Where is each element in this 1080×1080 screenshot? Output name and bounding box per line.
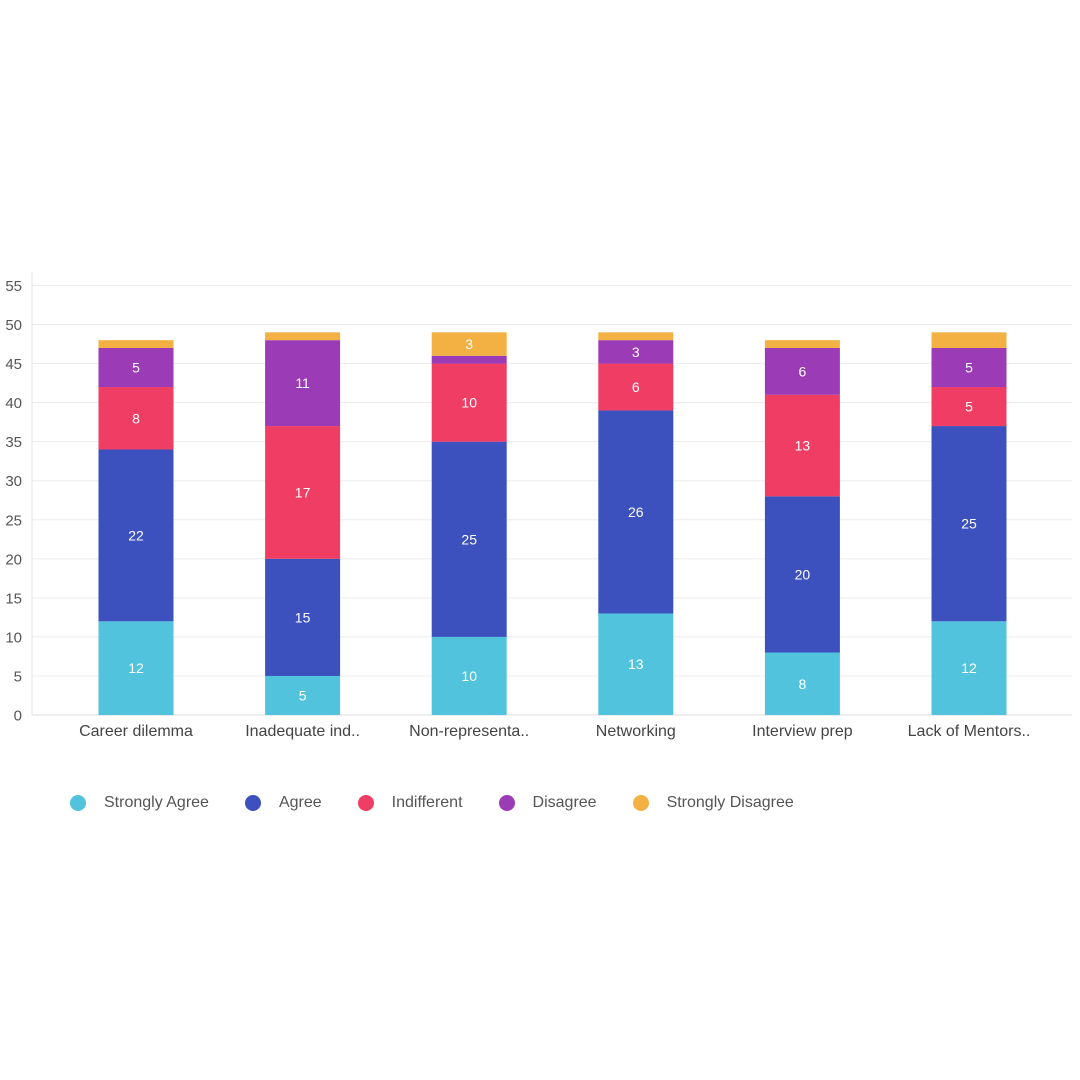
y-tick-label: 55 [5, 278, 22, 295]
bar-value-label: 5 [299, 687, 307, 703]
bar-segment [598, 410, 674, 614]
bar-segment [598, 613, 674, 715]
bar-value-label: 13 [628, 656, 644, 672]
bar-value-label: 5 [965, 399, 973, 415]
bar-segment [764, 496, 840, 653]
x-tick-label: Lack of Mentors.. [908, 723, 1031, 740]
bar-segment [598, 332, 674, 341]
bar-value-label: 10 [461, 395, 477, 411]
y-tick-label: 30 [5, 473, 22, 490]
bar-segment [265, 558, 341, 676]
data-labels: 12 22 8 5 5 15 17 11 10 25 10 3 13 26 6 3 8 20 13 6 12 25 5 5 [128, 336, 977, 703]
bar-segment [265, 332, 341, 341]
bar-segment [431, 355, 507, 364]
bar-value-label: 6 [632, 379, 640, 395]
y-tick-label: 10 [5, 629, 22, 646]
bar-segment [931, 332, 1007, 348]
x-tick-label: Career dilemma [79, 723, 193, 740]
legend: Strongly Agree Agree Indifferent Disagree St… [70, 794, 830, 812]
legend-item[interactable]: Strongly Agree [70, 794, 209, 812]
bar-segment [98, 340, 174, 348]
x-tick-label: Interview prep [752, 723, 853, 740]
bar-value-label: 15 [295, 609, 311, 625]
bar-segment [431, 636, 507, 715]
bar-value-label: 25 [961, 516, 977, 532]
bar-value-label: 10 [461, 668, 477, 684]
bar-segment [431, 332, 507, 356]
y-tick-label: 5 [14, 668, 22, 685]
bar-value-label: 12 [961, 660, 977, 676]
bar-segment [98, 347, 174, 388]
legend-label: Disagree [532, 794, 597, 811]
legend-marker-icon [70, 795, 86, 811]
bar-value-label: 3 [632, 344, 640, 360]
bar-value-label: 25 [461, 531, 477, 547]
bar-segment [931, 347, 1007, 388]
bar-value-label: 5 [965, 359, 973, 375]
legend-item[interactable]: Indifferent [357, 794, 463, 812]
legend-marker-icon [357, 795, 374, 811]
bar-value-label: 13 [795, 438, 811, 454]
bar-value-label: 6 [799, 363, 807, 379]
legend-label: Agree [278, 794, 322, 811]
bar-segment [98, 449, 174, 622]
bar-segment [931, 387, 1007, 427]
legend-marker-icon [498, 795, 515, 811]
bar-value-label: 5 [132, 359, 140, 375]
bar-segment [764, 394, 840, 497]
x-tick-label: Networking [596, 723, 676, 740]
bar-value-label: 26 [628, 504, 644, 520]
y-tick-label: 15 [5, 590, 22, 607]
y-tick-label: 25 [5, 512, 22, 529]
y-tick-label: 20 [5, 551, 22, 568]
y-tick-label: 0 [14, 708, 22, 725]
bar-value-label: 17 [295, 484, 311, 500]
gridlines [32, 285, 1072, 677]
bar-segment [764, 652, 840, 715]
bar-value-label: 20 [795, 566, 811, 582]
bar-segment [98, 621, 174, 715]
bar-value-label: 12 [128, 660, 144, 676]
legend-item[interactable]: Strongly Disagree [632, 794, 794, 812]
legend-label: Strongly Disagree [666, 794, 794, 811]
y-tick-label: 45 [5, 356, 22, 373]
bar-value-label: 3 [465, 336, 473, 352]
bar-value-label: 11 [295, 375, 310, 391]
bar-segment [764, 347, 840, 395]
legend-label: Indifferent [391, 794, 463, 811]
bar-value-label: 8 [799, 676, 807, 692]
bar-segment [265, 426, 341, 559]
bar-value-label: 8 [132, 410, 140, 426]
bar-segment [431, 441, 507, 637]
legend-label: Strongly Agree [104, 794, 209, 811]
bar-segment [598, 363, 674, 411]
bar-segment [265, 675, 341, 715]
bar-segment [265, 340, 341, 427]
legend-item[interactable]: Agree [244, 794, 322, 812]
bar-segment [98, 387, 174, 450]
bar-segment [431, 363, 507, 442]
bar-segment [598, 340, 674, 364]
x-tick-label: Non-representa.. [409, 723, 529, 740]
legend-marker-icon [244, 795, 261, 811]
bar-segment [931, 426, 1007, 622]
y-tick-label: 35 [5, 434, 22, 451]
bar-segment [931, 621, 1007, 715]
y-tick-label: 40 [5, 395, 22, 412]
y-tick-label: 50 [5, 317, 22, 334]
bar-value-label: 22 [128, 527, 144, 543]
legend-marker-icon [632, 795, 649, 811]
legend-item[interactable]: Disagree [498, 794, 597, 812]
bar-segment [764, 340, 840, 348]
bars [98, 332, 1007, 715]
x-tick-label: Inadequate ind.. [245, 723, 360, 740]
